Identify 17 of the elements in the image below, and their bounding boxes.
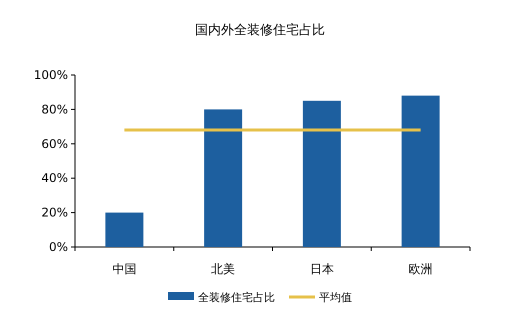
bar	[105, 212, 144, 247]
y-tick-label: 0%	[48, 240, 68, 254]
bar	[204, 109, 242, 247]
bar	[302, 100, 341, 247]
x-tick-label: 欧洲	[408, 262, 433, 276]
y-tick-label: 40%	[41, 171, 68, 186]
x-tick-label: 中国	[112, 262, 136, 276]
legend-label: 全装修住宅占比	[198, 291, 275, 304]
y-tick-label: 80%	[41, 102, 68, 116]
x-tick-label: 日本	[310, 262, 334, 276]
y-tick-label: 20%	[41, 206, 68, 220]
x-tick-label: 北美	[211, 262, 236, 276]
y-tick-label: 60%	[41, 136, 68, 151]
y-tick-label: 100%	[34, 68, 68, 82]
legend-label: 平均值	[319, 291, 352, 304]
bar	[402, 96, 440, 247]
chart-title: 国内外全装修住宅占比	[195, 22, 325, 38]
